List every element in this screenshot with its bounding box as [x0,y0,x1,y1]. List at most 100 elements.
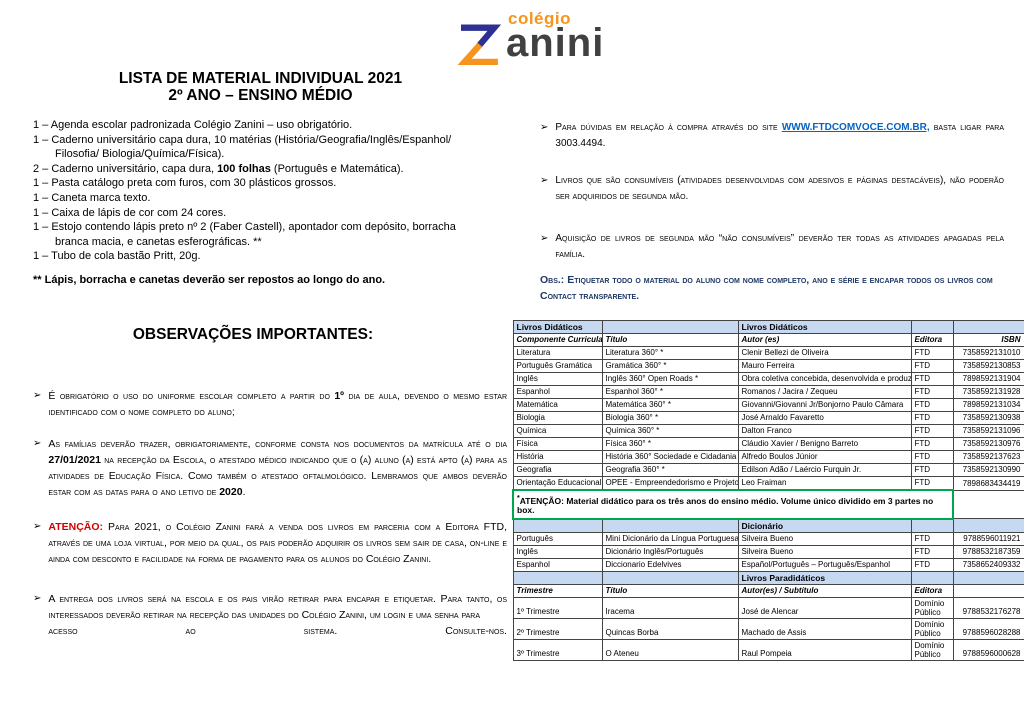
table-cell: 7358592130990 [952,463,1024,477]
table-cell [910,570,954,585]
bullet-arrow-icon: ➢ [33,593,42,604]
bullet-item: ➢ As famílias deverão trazer, obrigatoria… [33,436,507,500]
table-cell: Iracema [601,596,739,619]
bullet-item: ➢ A entrega dos livros será na escola e o… [33,591,507,639]
table-cell: Geografia [512,463,603,477]
table-cell: Obra coletiva concebida, desenvolvida e … [737,372,912,386]
table-cell: 7358592130853 [952,359,1024,373]
text-segment: Aquisição de livros de segunda mão “não … [555,233,1004,260]
table-cell: O Ateneu [601,638,739,661]
table-cell: FTD [910,557,954,572]
table-cell: Orientação Educacional [512,476,603,491]
text-segment: ATENÇÃO: [48,521,104,533]
table-cell: 9788532176278 [952,596,1024,619]
bullet-arrow-icon: ➢ [540,233,549,244]
text-segment: 1 – Caneta marca texto. [33,191,151,204]
books-table: Livros Didáticos Livros Didáticos Componen… [512,320,1024,661]
ftd-site-link[interactable]: WWW.FTDCOMVOCE.COM.BR, [781,122,930,133]
table-cell: Biologia 360° * [601,411,739,425]
table-cell: Português Gramática [512,359,603,373]
table-cell: 9788532187359 [952,544,1024,559]
reposition-note: ** Lápis, borracha e canetas deverão ser… [33,274,386,286]
table-cell: Autor (es) [737,333,912,347]
table-cell: Título [601,333,739,347]
table-cell: Domínio Público [910,596,954,619]
table-cell: FTD [910,372,954,386]
table-cell: Romanos / Jacira / Zequeu [737,385,912,399]
dicionario-row: Português Mini Dicionário da Língua Portu… [512,531,1024,546]
logo-text: colégio anini [506,10,604,63]
book-tables: Livros Didáticos Livros Didáticos Componen… [512,320,1024,661]
text-segment: 100 folhas [217,162,271,175]
table-cell: Cláudio Xavier / Benigno Barreto [737,437,912,451]
bullet-arrow-icon: ➢ [540,175,549,186]
school-logo: colégio anini [452,10,604,70]
material-item: 1 – Agenda escolar padronizada Colégio Z… [33,118,491,133]
text-segment: dia de aula, devendo o mesmo estar ident… [48,390,507,418]
table-cell: FTD [910,476,954,491]
table-cell: Livros Paradidáticos [737,570,912,585]
table-cell: Raul Pompeia [737,638,912,661]
bullet-text: ATENÇÃO: Para 2021, o Colégio Zanini far… [48,519,507,567]
table-cell: Silveira Bueno [737,531,912,546]
text-segment: 1 – Caderno universitário capa dura, 10 … [33,133,452,161]
table-cell: Editora [910,333,954,347]
didatico-row: História História 360° Sociedade e Cidada… [512,450,1024,464]
table-cell: Física [512,437,603,451]
table-cell: Quincas Borba [601,617,739,640]
table-cell: 7358592131010 [952,346,1024,360]
table-cell: Inglês [512,372,603,386]
page-title-line2: 2º ANO – ENSINO MÉDIO [168,87,353,104]
bullet-text: Livros que são consumíveis (atividades d… [555,173,1004,205]
table-cell: Dalton Franco [737,424,912,438]
table-cell: Biologia [512,411,603,425]
text-segment: sistema. [303,625,338,637]
table-cell: 7358592130938 [952,411,1024,425]
bullet-text: As famílias deverão trazer, obrigatoriam… [48,436,507,500]
table-cell: 7898592131904 [952,372,1024,386]
table-cell: FTD [910,359,954,373]
table-cell: OPEE - Empreendedorismo e Projeto de Vid… [601,476,739,491]
table-cell: Literatura 360° * [601,346,739,360]
attention-note-cell: *ATENÇÃO: Material didático para os três… [512,489,954,520]
table-cell: Español/Português – Português/Espanhol [737,557,912,572]
text-segment: basta ligar para 3003.4494. [555,122,1004,149]
table-cell [952,489,1024,520]
table-cell [952,320,1024,334]
table-cell: Alfredo Boulos Júnior [737,450,912,464]
text-segment: 1 – Agenda escolar padronizada Colégio Z… [33,119,353,131]
table-cell [601,518,739,533]
column-header-row: Componente Curricular Título Autor (es) Edi… [512,333,1024,347]
table-cell: Espanhol 360° * [601,385,739,399]
text-segment: Livros que são consumíveis (atividades d… [555,175,1004,202]
observations-right-list: ➢ Para dúvidas em relação à compra atravé… [540,120,1004,284]
material-item: 1 – Tubo de cola bastão Pritt, 20g. [33,249,491,264]
table-cell: Edilson Adão / Laércio Furquin Jr. [737,463,912,477]
text-segment: 1º [334,390,345,402]
text-segment: na recepção da Escola, o atestado médico… [48,454,507,498]
observations-heading: OBSERVAÇÕES IMPORTANTES: [132,326,374,343]
table-cell: 3º Trimestre [512,638,603,661]
table-cell: FTD [910,411,954,425]
text-segment: . [242,486,246,498]
table-cell: 7358592131928 [952,385,1024,399]
labeling-note: Obs.: Etiquetar todo o material do aluno… [540,274,993,302]
dicionario-header-row: Dicionário [512,518,1024,533]
paradidaticos-header-row: Livros Paradidáticos [512,570,1024,585]
table-cell: FTD [910,424,954,438]
bullet-item: ➢ Para dúvidas em relação à compra atravé… [540,120,1004,152]
table-cell: FTD [910,450,954,464]
table-cell: Giovanni/Giovanni Jr/Bonjorno Paulo Câma… [737,398,912,412]
table-cell: História [512,450,603,464]
bullet-item: ➢ É obrigatório o uso do uniforme escolar… [33,388,507,420]
table-cell: 9788596011921 [952,531,1024,546]
para-column-header-row: Trimestre Título Autor(es) / Subtítulo Edit… [512,583,1024,598]
justified-line: acesso ao sistema. Consulte-nos. [48,623,507,639]
table-cell: 7358652409332 [952,557,1024,572]
table-cell: Gramática 360° * [601,359,739,373]
didatico-row: Inglês Inglês 360° Open Roads * Obra colet… [512,372,1024,386]
table-cell: Mini Dicionário da Língua Portuguesa [601,531,739,546]
table-cell: Dicionário [737,518,912,533]
didaticos-header-row: Livros Didáticos Livros Didáticos [512,320,1024,334]
table-cell [601,570,739,585]
